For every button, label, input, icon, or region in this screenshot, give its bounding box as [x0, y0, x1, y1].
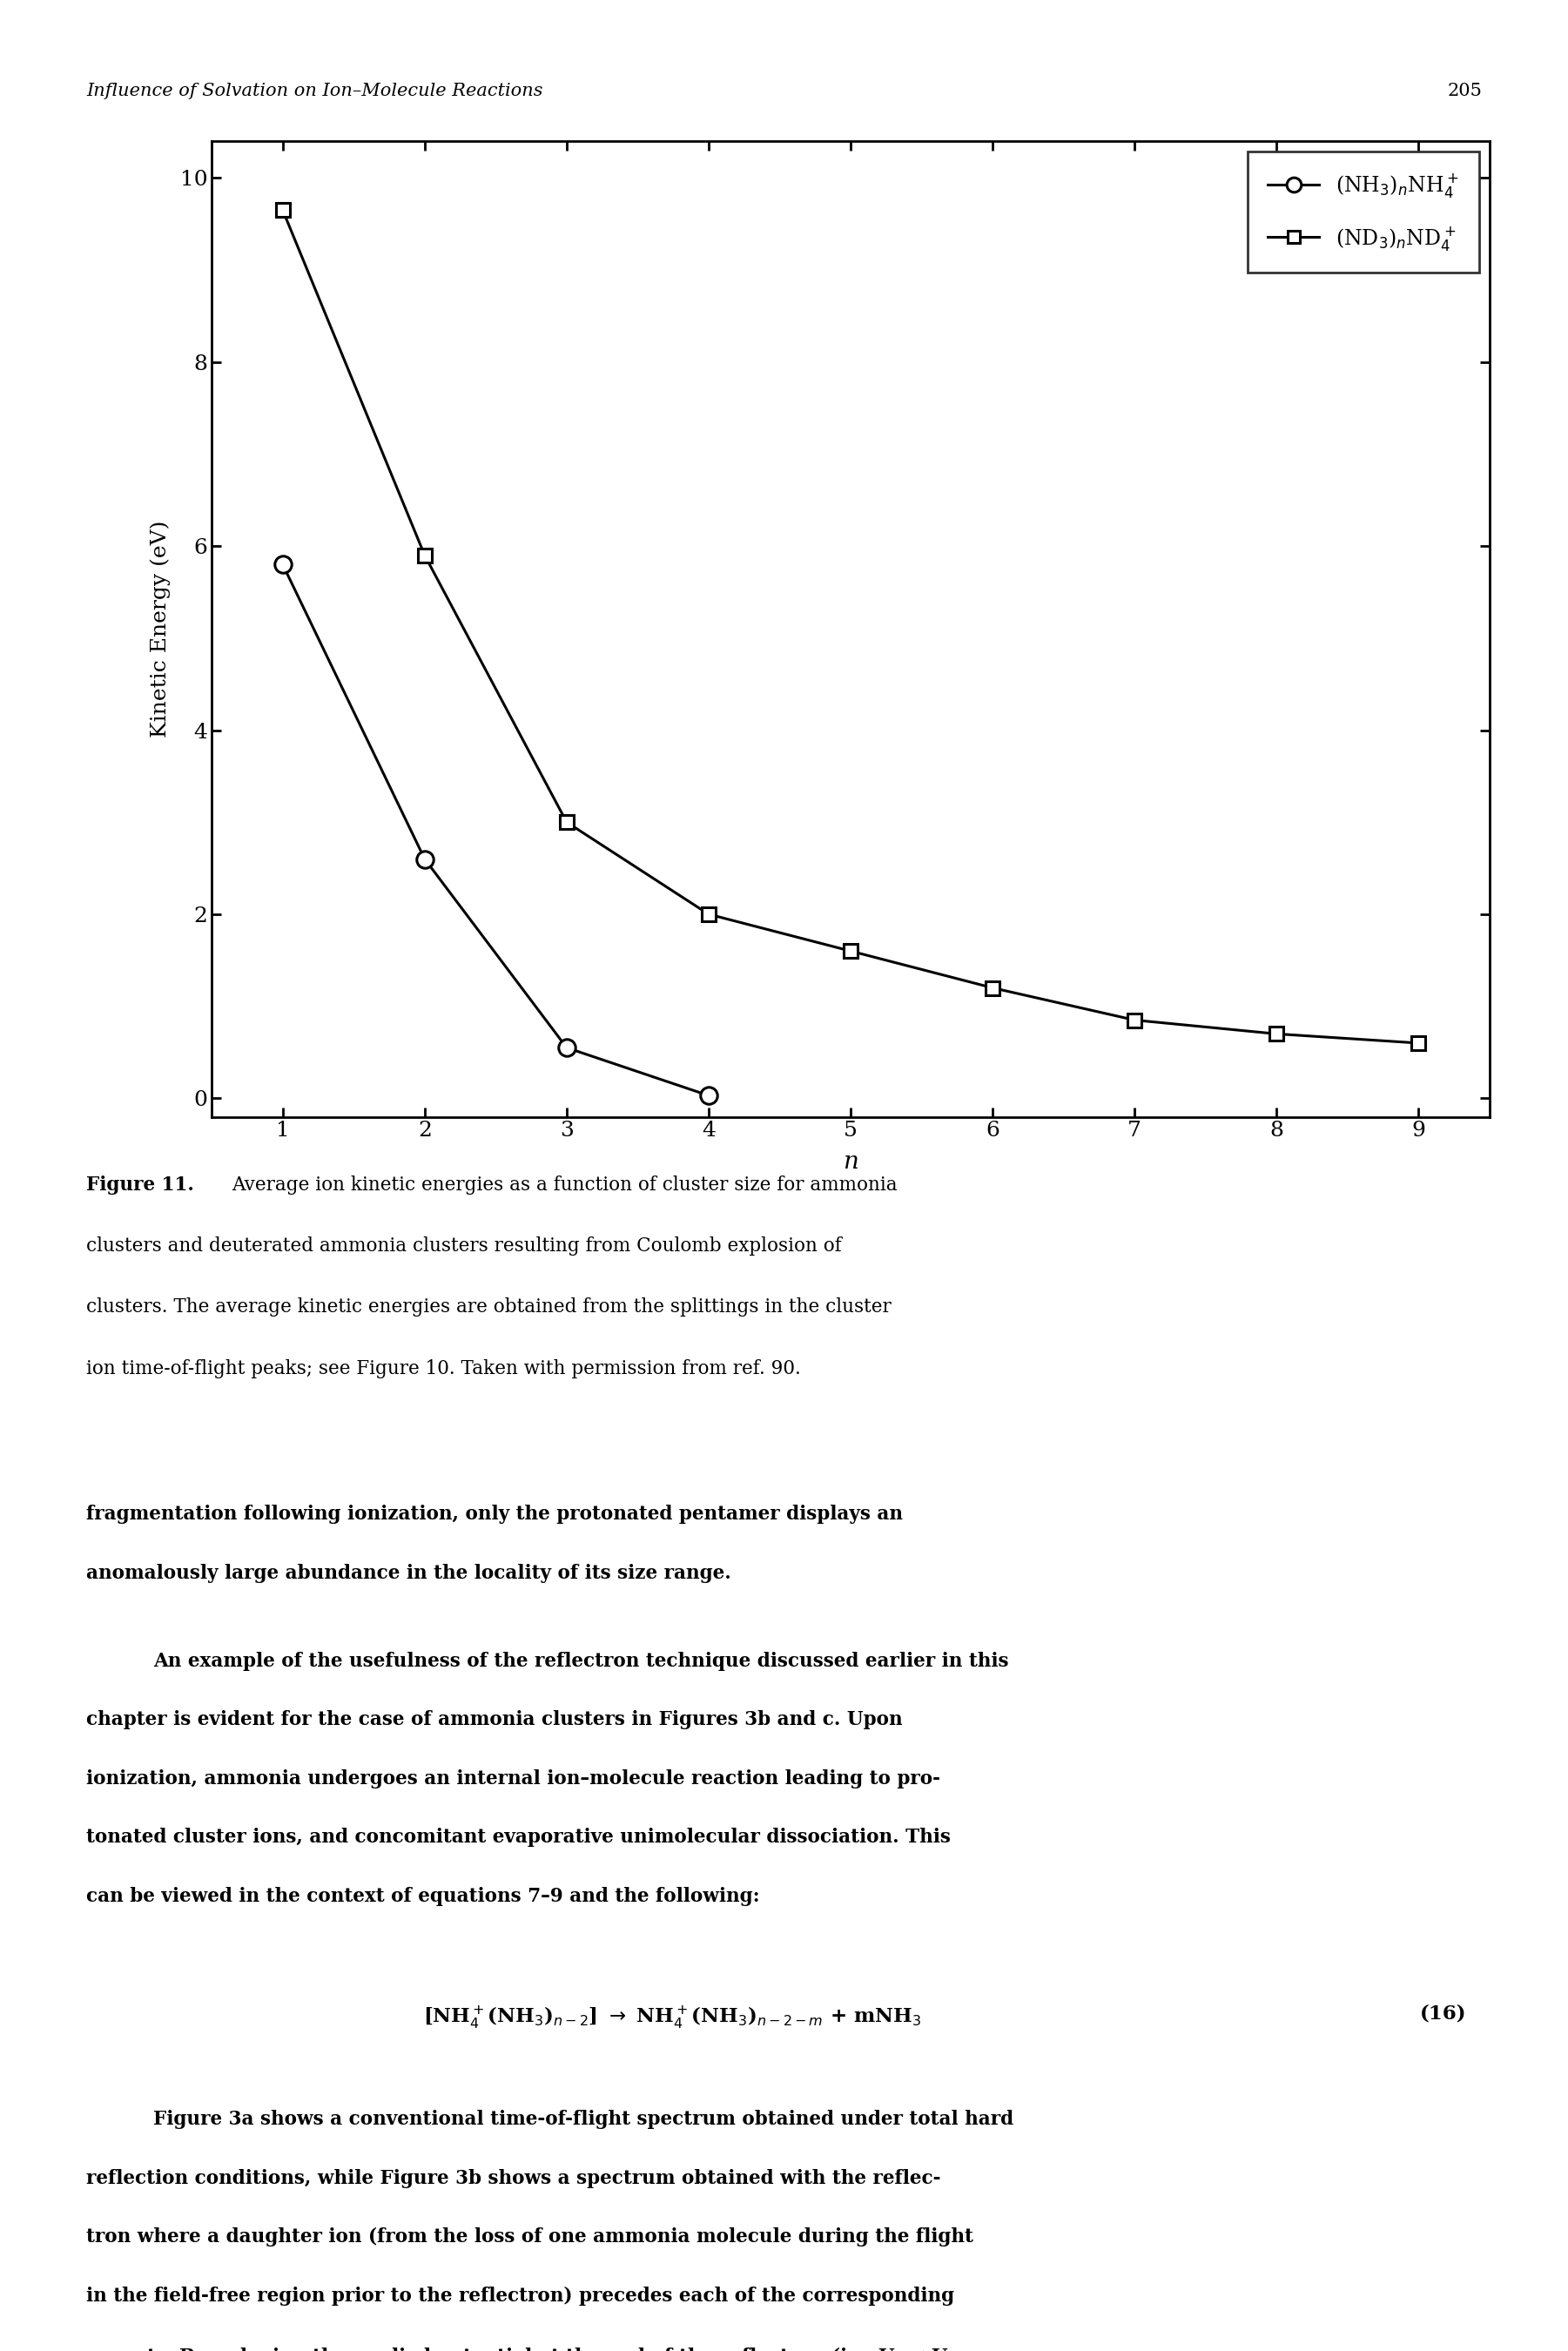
Legend: (NH$_3$)$_n$NH$_4^+$, (ND$_3$)$_n$ND$_4^+$: (NH$_3$)$_n$NH$_4^+$, (ND$_3$)$_n$ND$_4^…: [1247, 150, 1479, 273]
Text: Average ion kinetic energies as a function of cluster size for ammonia: Average ion kinetic energies as a functi…: [232, 1176, 898, 1194]
Text: ionization, ammonia undergoes an internal ion–molecule reaction leading to pro-: ionization, ammonia undergoes an interna…: [86, 1768, 941, 1789]
Text: ion time-of-flight peaks; see Figure 10. Taken with permission from ref. 90.: ion time-of-flight peaks; see Figure 10.…: [86, 1359, 801, 1378]
Text: anomalously large abundance in the locality of its size range.: anomalously large abundance in the local…: [86, 1563, 731, 1582]
Text: parents. By reducing the applied potential at the end of the reflectron (i.e. U$: parents. By reducing the applied potenti…: [86, 2346, 953, 2351]
Text: clusters. The average kinetic energies are obtained from the splittings in the c: clusters. The average kinetic energies a…: [86, 1298, 891, 1317]
Text: fragmentation following ionization, only the protonated pentamer displays an: fragmentation following ionization, only…: [86, 1505, 903, 1523]
Text: clusters and deuterated ammonia clusters resulting from Coulomb explosion of: clusters and deuterated ammonia clusters…: [86, 1237, 842, 1255]
Text: An example of the usefulness of the reflectron technique discussed earlier in th: An example of the usefulness of the refl…: [154, 1650, 1010, 1672]
Text: tron where a daughter ion (from the loss of one ammonia molecule during the flig: tron where a daughter ion (from the loss…: [86, 2229, 974, 2248]
Text: in the field-free region prior to the reflectron) precedes each of the correspon: in the field-free region prior to the re…: [86, 2285, 955, 2306]
X-axis label: n: n: [844, 1150, 858, 1173]
Y-axis label: Kinetic Energy (eV): Kinetic Energy (eV): [151, 520, 171, 738]
Text: chapter is evident for the case of ammonia clusters in Figures 3b and c. Upon: chapter is evident for the case of ammon…: [86, 1712, 903, 1730]
Text: can be viewed in the context of equations 7–9 and the following:: can be viewed in the context of equation…: [86, 1886, 760, 1907]
Text: Figure 3a shows a conventional time-of-flight spectrum obtained under total hard: Figure 3a shows a conventional time-of-f…: [154, 2111, 1014, 2130]
Text: (16): (16): [1419, 2003, 1466, 2024]
Text: Figure 11.: Figure 11.: [86, 1176, 194, 1194]
Text: tonated cluster ions, and concomitant evaporative unimolecular dissociation. Thi: tonated cluster ions, and concomitant ev…: [86, 1829, 950, 1848]
Text: reflection conditions, while Figure 3b shows a spectrum obtained with the reflec: reflection conditions, while Figure 3b s…: [86, 2170, 941, 2189]
Text: 205: 205: [1447, 82, 1482, 99]
Text: Influence of Solvation on Ion–Molecule Reactions: Influence of Solvation on Ion–Molecule R…: [86, 82, 543, 99]
Text: [NH$_4^+$(NH$_3$)$_{n-2}$] $\rightarrow$ NH$_4^+$(NH$_3$)$_{n-2-m}$ + mNH$_3$: [NH$_4^+$(NH$_3$)$_{n-2}$] $\rightarrow$…: [423, 2003, 922, 2031]
